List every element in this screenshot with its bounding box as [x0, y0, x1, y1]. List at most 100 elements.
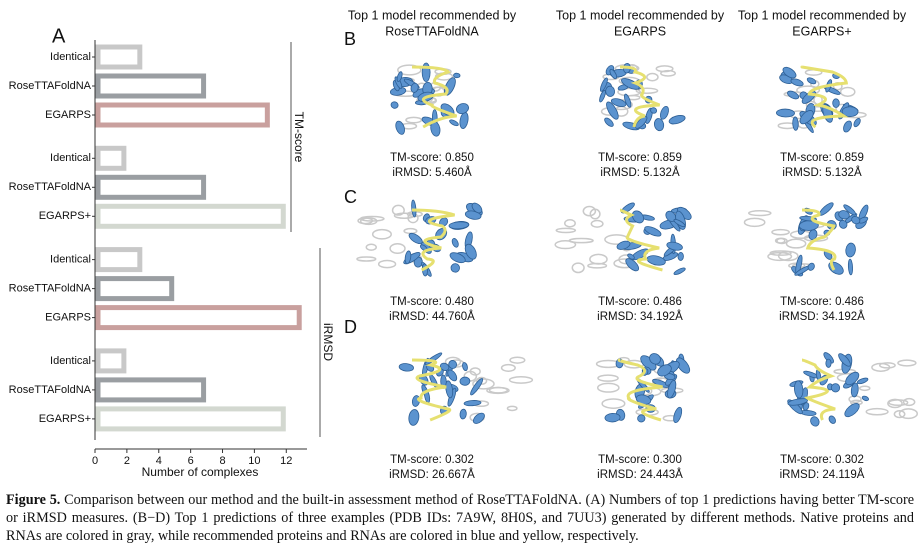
score-label: TM-score: 0.300	[598, 454, 682, 466]
predicted-ribbon	[676, 357, 691, 374]
predicted-ribbon	[411, 199, 417, 218]
predicted-ribbon	[395, 120, 405, 135]
predicted-ribbon	[790, 78, 804, 87]
predicted-ribbon	[792, 116, 799, 131]
native-ribbon	[839, 86, 856, 97]
predicted-ribbon	[404, 250, 412, 265]
native-ribbon	[472, 378, 495, 390]
score-label: iRMSD: 34.192Å	[597, 310, 683, 323]
native-ribbon	[377, 259, 397, 269]
bar	[95, 377, 207, 403]
structure-image	[554, 202, 692, 275]
native-ribbon	[488, 386, 509, 394]
score-label: TM-score: 0.302	[390, 454, 474, 466]
predicted-ribbon	[787, 398, 808, 406]
score-label: iRMSD: 24.443Å	[597, 468, 683, 481]
predicted-ribbon	[447, 369, 458, 382]
bar	[95, 276, 175, 302]
predicted-ribbon	[782, 66, 797, 79]
predicted-ribbon	[787, 90, 800, 100]
predicted-ribbon	[838, 210, 850, 220]
native-ribbon	[356, 256, 377, 262]
predicted-ribbon	[802, 402, 810, 411]
predicted-ribbon	[472, 412, 485, 424]
native-ribbon	[743, 217, 766, 228]
column-title: Top 1 model recommended by	[556, 8, 725, 22]
structure-image	[775, 65, 867, 134]
predicted-ribbon	[844, 403, 860, 418]
panel-label: C	[344, 187, 357, 207]
column-title: Top 1 model recommended by	[738, 8, 907, 22]
column-title: Top 1 model recommended by	[348, 8, 517, 22]
predicted-ribbon	[845, 242, 856, 258]
score-label: TM-score: 0.859	[598, 152, 682, 164]
predicted-ribbon	[390, 101, 399, 109]
column-title: RoseTTAFoldNA	[385, 24, 479, 38]
caption: Figure 5. Comparison between our method …	[6, 491, 914, 545]
y-tick-label: Identical	[50, 254, 91, 266]
predicted-ribbon	[673, 267, 686, 275]
predicted-ribbon	[398, 363, 414, 372]
native-ribbon	[564, 219, 576, 228]
panel-label: B	[344, 29, 356, 49]
predicted-ribbon	[600, 77, 608, 92]
native-ribbon	[371, 228, 392, 240]
y-tick-label: EGARPS	[45, 109, 91, 121]
predicted-ribbon	[459, 111, 469, 129]
predicted-ribbon	[453, 72, 461, 79]
native-ribbon	[747, 209, 772, 217]
predicted-ribbon	[616, 240, 631, 250]
native-ribbon	[902, 397, 916, 407]
predicted-ribbon	[463, 400, 482, 407]
score-label: TM-score: 0.486	[780, 296, 864, 308]
predicted-ribbon	[610, 98, 627, 108]
bar	[95, 44, 143, 70]
native-ribbon	[596, 382, 620, 393]
predicted-ribbon	[828, 415, 836, 424]
bar	[95, 305, 302, 331]
predicted-ribbon	[810, 416, 820, 427]
native-ribbon	[397, 64, 422, 76]
predicted-ribbon	[606, 101, 619, 120]
predicted-ribbon	[450, 263, 460, 273]
figure-panels: A Number of complexes TM-score iRMSD 0 2 4…	[9, 8, 918, 481]
predicted-ribbon	[451, 238, 459, 248]
score-label: iRMSD: 5.132Å	[600, 166, 680, 179]
native-ribbon	[365, 243, 377, 251]
native-ribbon	[554, 239, 577, 250]
group-label: TM-score	[292, 112, 306, 163]
native-ribbon	[571, 262, 585, 274]
predicted-ribbon	[396, 71, 403, 82]
native-ribbon	[879, 362, 896, 369]
predicted-ribbon	[464, 243, 477, 260]
score-label: TM-score: 0.480	[390, 296, 474, 308]
predicted-ribbon	[408, 232, 423, 245]
predicted-ribbon	[624, 93, 632, 108]
predicted-ribbon	[653, 118, 665, 132]
y-tick-label: Identical	[50, 355, 91, 367]
predicted-ribbon	[605, 85, 616, 97]
structure-image	[398, 352, 534, 426]
predicted-ribbon	[828, 261, 844, 275]
native-ribbon	[858, 385, 871, 392]
native-ribbon	[582, 205, 597, 217]
native-ribbon	[655, 65, 674, 73]
predicted-ribbon	[410, 82, 419, 93]
x-tick-label: 4	[156, 455, 162, 467]
predicted-ribbon	[851, 215, 861, 225]
predicted-ribbon	[464, 210, 482, 220]
predicted-ribbon	[609, 68, 618, 80]
score-label: iRMSD: 24.119Å	[780, 468, 865, 481]
x-tick-label: 12	[280, 455, 292, 467]
y-tick-label: RoseTTAFoldNA	[9, 384, 92, 396]
predicted-ribbon	[843, 120, 852, 133]
x-tick-label: 6	[188, 455, 194, 467]
score-label: iRMSD: 5.460Å	[392, 166, 472, 179]
structure-image	[743, 202, 869, 277]
rna-ribbon	[411, 65, 458, 129]
native-ribbon	[865, 407, 889, 416]
rna-ribbon	[411, 208, 456, 272]
predicted-ribbon	[637, 414, 646, 423]
predicted-ribbon	[649, 353, 661, 365]
x-tick-label: 0	[92, 455, 98, 467]
